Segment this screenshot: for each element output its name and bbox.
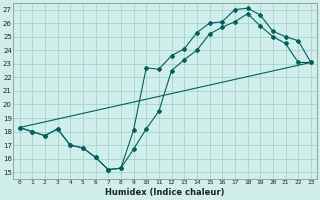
X-axis label: Humidex (Indice chaleur): Humidex (Indice chaleur) [106, 188, 225, 197]
